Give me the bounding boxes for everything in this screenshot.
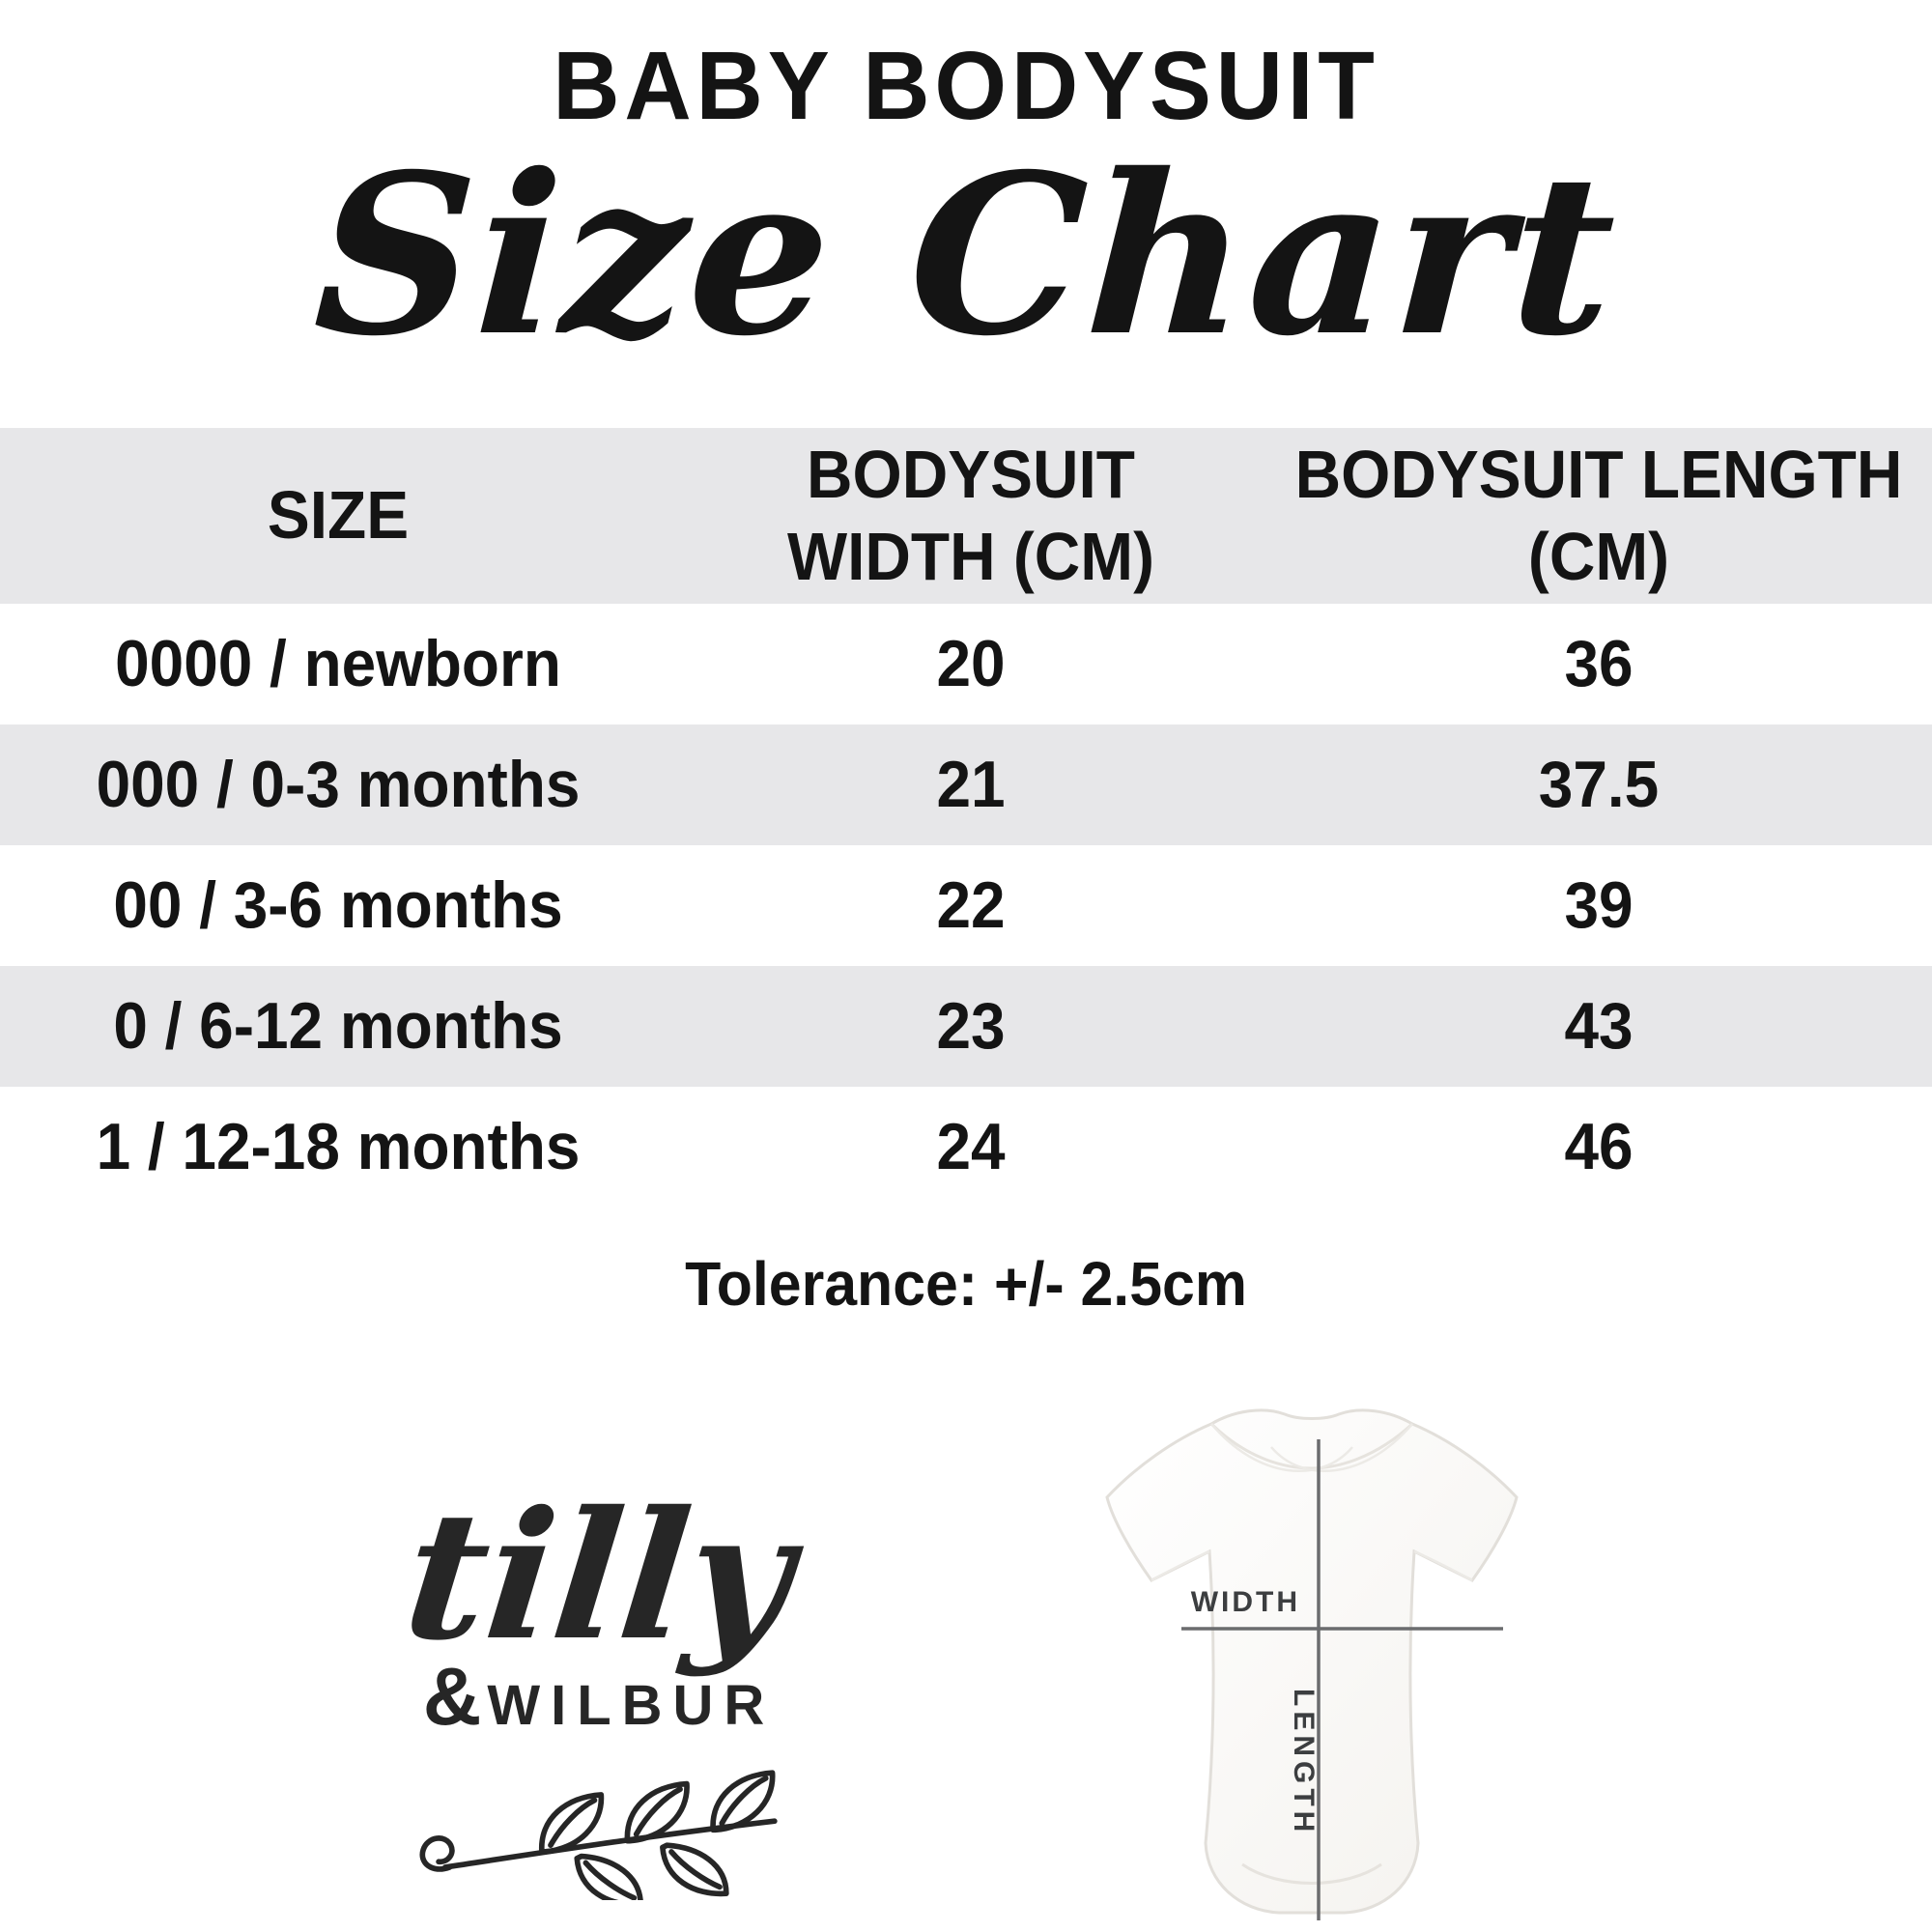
page-title: BABY BODYSUIT (553, 32, 1379, 140)
size-cell: 0000 / newborn (115, 627, 561, 701)
brand-name-script: tilly (396, 1472, 802, 1679)
table-row: 0 / 6-12 months 23 43 (0, 966, 1932, 1087)
table-row: 0000 / newborn 20 36 (0, 604, 1932, 724)
table-row: 00 / 3-6 months 22 39 (0, 845, 1932, 966)
column-header-length: BODYSUIT LENGTH (CM) (1294, 436, 1903, 594)
width-cell: 22 (936, 868, 1006, 943)
table-row: 1 / 12-18 months 24 46 (0, 1087, 1932, 1208)
brand-logo: tilly & WILBUR (382, 1472, 816, 1908)
width-label: WIDTH (1191, 1586, 1300, 1618)
bodysuit-diagram: WIDTH LENGTH (1090, 1399, 1534, 1932)
laurel-branch-icon (382, 1755, 816, 1908)
column-header-size: SIZE (267, 477, 410, 554)
length-cell: 36 (1564, 627, 1634, 701)
brand-subname-row: & WILBUR (382, 1650, 816, 1744)
size-cell: 000 / 0-3 months (96, 748, 581, 822)
size-cell: 0 / 6-12 months (113, 989, 563, 1064)
table-header-row: SIZE BODYSUIT WIDTH (CM) BODYSUIT LENGTH… (0, 428, 1932, 604)
heading-block: BABY BODYSUIT Size Chart (0, 0, 1932, 384)
brand-subname: WILBUR (487, 1674, 776, 1737)
measurement-lines (1181, 1439, 1503, 1920)
page-subtitle: Size Chart (309, 126, 1623, 384)
length-cell: 37.5 (1538, 748, 1660, 822)
bodysuit-illustration (1105, 1408, 1519, 1915)
tolerance-note: Tolerance: +/- 2.5cm (685, 1249, 1247, 1319)
ampersand: & (422, 1651, 482, 1742)
width-cell: 23 (936, 989, 1006, 1064)
column-header-width: BODYSUIT WIDTH (CM) (786, 436, 1155, 594)
size-cell: 00 / 3-6 months (113, 868, 563, 943)
length-cell: 43 (1564, 989, 1634, 1064)
width-cell: 21 (936, 748, 1006, 822)
size-table: SIZE BODYSUIT WIDTH (CM) BODYSUIT LENGTH… (0, 428, 1932, 1208)
table-row: 000 / 0-3 months 21 37.5 (0, 724, 1932, 845)
table-body: 0000 / newborn 20 36 000 / 0-3 months 21… (0, 604, 1932, 1208)
length-label: LENGTH (1288, 1689, 1320, 1836)
length-cell: 46 (1564, 1110, 1634, 1184)
width-cell: 20 (936, 627, 1006, 701)
length-cell: 39 (1564, 868, 1634, 943)
width-cell: 24 (936, 1110, 1006, 1184)
size-cell: 1 / 12-18 months (96, 1110, 581, 1184)
